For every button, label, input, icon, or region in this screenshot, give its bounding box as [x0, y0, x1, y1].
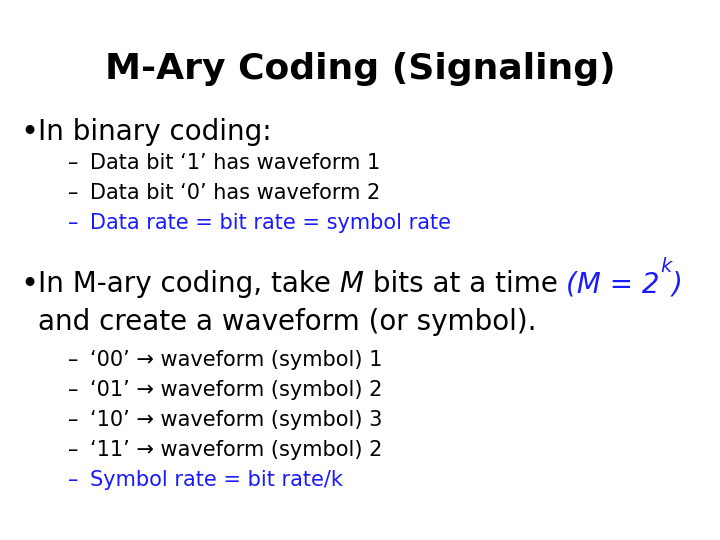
- Text: M: M: [340, 270, 364, 298]
- Text: and create a waveform (or symbol).: and create a waveform (or symbol).: [38, 308, 536, 336]
- Text: –: –: [68, 183, 78, 203]
- Text: k: k: [660, 256, 671, 275]
- Text: –: –: [68, 213, 78, 233]
- Text: ‘11’ → waveform (symbol) 2: ‘11’ → waveform (symbol) 2: [90, 440, 382, 460]
- Text: ‘00’ → waveform (symbol) 1: ‘00’ → waveform (symbol) 1: [90, 350, 382, 370]
- Text: bits at a time: bits at a time: [364, 270, 567, 298]
- Text: Data bit ‘1’ has waveform 1: Data bit ‘1’ has waveform 1: [90, 153, 380, 173]
- Text: In binary coding:: In binary coding:: [38, 118, 271, 146]
- Text: –: –: [68, 350, 78, 370]
- Text: •: •: [20, 270, 38, 299]
- Text: •: •: [20, 118, 38, 147]
- Text: ‘01’ → waveform (symbol) 2: ‘01’ → waveform (symbol) 2: [90, 380, 382, 400]
- Text: –: –: [68, 410, 78, 430]
- Text: Symbol rate = bit rate/k: Symbol rate = bit rate/k: [90, 470, 343, 490]
- Text: –: –: [68, 380, 78, 400]
- Text: Data bit ‘0’ has waveform 2: Data bit ‘0’ has waveform 2: [90, 183, 380, 203]
- Text: –: –: [68, 440, 78, 460]
- Text: ): ): [671, 270, 682, 298]
- Text: In M-ary coding, take: In M-ary coding, take: [38, 270, 340, 298]
- Text: ‘10’ → waveform (symbol) 3: ‘10’ → waveform (symbol) 3: [90, 410, 382, 430]
- Text: M-Ary Coding (Signaling): M-Ary Coding (Signaling): [104, 52, 616, 86]
- Text: –: –: [68, 470, 78, 490]
- Text: (M = 2: (M = 2: [567, 270, 660, 298]
- Text: Data rate = bit rate = symbol rate: Data rate = bit rate = symbol rate: [90, 213, 451, 233]
- Text: –: –: [68, 153, 78, 173]
